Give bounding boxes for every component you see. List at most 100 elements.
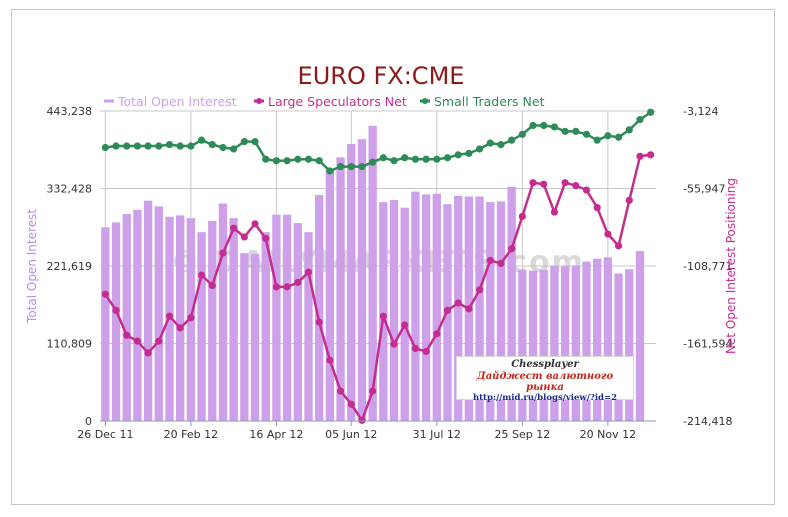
bar-total-open-interest [432, 193, 441, 421]
small-traders-point [497, 140, 505, 149]
large-speculators-point [262, 234, 270, 243]
right-tick-label: -161,594 [683, 338, 732, 351]
small-traders-point [550, 123, 559, 131]
small-traders-point [518, 130, 526, 138]
small-traders-line [105, 111, 652, 173]
large-speculators-point [326, 356, 334, 364]
large-speculators-point [208, 281, 216, 290]
bar-total-open-interest [176, 215, 185, 421]
large-speculators-point [176, 324, 184, 332]
bar-total-open-interest [229, 218, 238, 421]
small-traders-point [155, 142, 163, 150]
bar-total-open-interest [101, 227, 110, 421]
small-traders-point [123, 142, 131, 150]
bar-total-open-interest [293, 223, 302, 421]
left-tick-label: 221,619 [47, 260, 93, 273]
bar-total-open-interest [272, 214, 281, 421]
small-traders-point [133, 142, 142, 150]
chart-title: EURO FX:CME [298, 62, 465, 90]
large-speculators-point [358, 416, 366, 424]
small-traders-point [508, 136, 516, 144]
large-speculators-point [636, 152, 644, 160]
small-traders-point [614, 133, 623, 141]
large-speculators-point [219, 249, 227, 257]
small-traders-point [604, 132, 612, 140]
large-speculators-point [454, 299, 462, 307]
large-speculators-point [240, 233, 248, 241]
x-tick-label: 25 Sep 12 [494, 428, 550, 441]
small-traders-point [369, 158, 377, 166]
large-speculators-point [582, 186, 591, 194]
right-tick-label: -55,947 [683, 183, 725, 196]
bar-total-open-interest [240, 253, 249, 421]
left-tick-label: 332,428 [47, 183, 93, 196]
bar-total-open-interest [154, 206, 163, 421]
bar-total-open-interest [496, 201, 506, 421]
right-tick-label: -3,124 [683, 105, 718, 118]
small-traders-point [240, 138, 248, 146]
small-traders-point [230, 145, 238, 153]
large-speculators-point [187, 314, 195, 322]
bar-total-open-interest [208, 220, 217, 421]
large-speculators-point [625, 196, 633, 204]
small-traders-point [176, 142, 184, 150]
large-speculators-point [401, 321, 409, 329]
large-speculators-point [497, 259, 505, 268]
large-speculators-point [550, 208, 559, 216]
bar-total-open-interest [560, 266, 570, 421]
small-traders-point [401, 154, 409, 162]
large-speculators-point [540, 180, 548, 188]
large-speculators-point [144, 349, 152, 357]
small-traders-point [101, 143, 109, 152]
x-tick-label: 31 Jul 12 [413, 428, 461, 441]
legend-label: Small Traders Net [434, 94, 545, 109]
bar-total-open-interest [614, 273, 623, 421]
large-speculators-point [422, 347, 430, 356]
large-speculators-point [593, 204, 601, 212]
small-traders-point [561, 127, 569, 135]
small-traders-point [454, 151, 462, 159]
large-speculators-point [197, 271, 206, 279]
small-traders-point [422, 155, 430, 163]
bar-total-open-interest [518, 269, 527, 421]
small-traders-point [390, 157, 398, 165]
large-speculators-point [112, 306, 120, 314]
small-traders-point [572, 127, 580, 135]
small-traders-point [475, 145, 484, 153]
large-speculators-point [475, 286, 484, 294]
small-traders-point [315, 157, 323, 165]
bar-total-open-interest [197, 232, 206, 421]
large-speculators-point [518, 212, 526, 221]
small-traders-point [294, 155, 302, 163]
large-speculators-point [614, 242, 623, 250]
large-speculators-point [647, 151, 655, 159]
small-traders-point [283, 157, 291, 165]
bar-total-open-interest [368, 125, 377, 422]
small-traders-point [112, 142, 120, 150]
bar-total-open-interest [304, 232, 313, 421]
large-speculators-point [390, 340, 398, 348]
bar-total-open-interest [539, 269, 548, 421]
x-tick-label: 05 Jun 12 [325, 428, 377, 441]
small-traders-point [358, 162, 366, 171]
bar-total-open-interest [635, 251, 645, 421]
bar-total-open-interest [250, 253, 260, 421]
small-traders-point [326, 167, 334, 175]
large-speculators-point [508, 245, 516, 253]
small-traders-point [465, 149, 473, 157]
bar-total-open-interest [475, 196, 484, 421]
small-traders-point [411, 155, 420, 163]
large-speculators-point [561, 179, 569, 187]
small-traders-point [251, 138, 259, 146]
small-traders-point [582, 130, 591, 138]
large-speculators-point [123, 331, 131, 339]
bar-total-open-interest [421, 194, 431, 421]
large-speculators-point [604, 230, 612, 238]
large-speculators-point [133, 337, 142, 345]
watermark-line3: http://mid.ru/blogs/view/?id=2 [472, 392, 618, 403]
small-traders-point [272, 157, 281, 165]
bar-total-open-interest [218, 203, 228, 421]
small-traders-point [144, 142, 152, 150]
large-speculators-point [486, 256, 494, 265]
bar-total-open-interest [507, 186, 516, 421]
